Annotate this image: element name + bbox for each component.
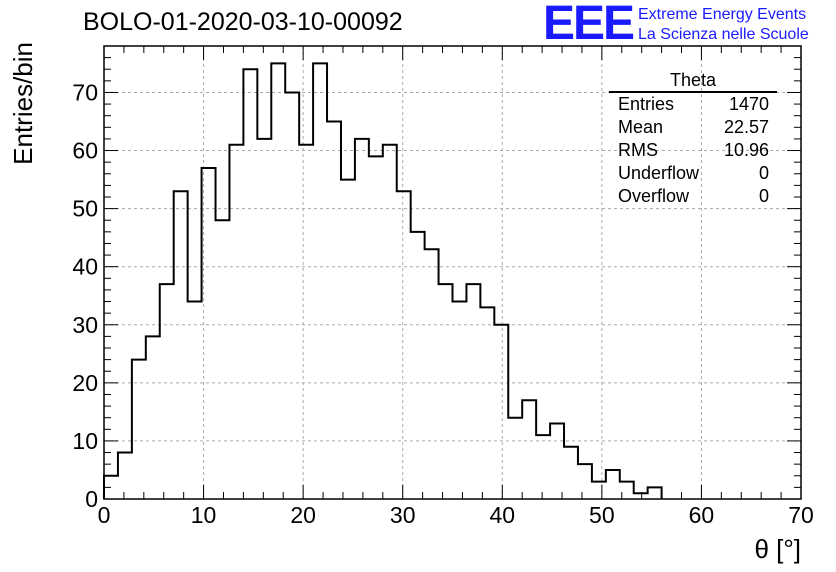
histogram-bin (327, 122, 341, 500)
stats-label: Underflow (618, 163, 700, 183)
stats-label: Overflow (618, 186, 690, 206)
stats-row-rms: RMS 10.96 (609, 139, 777, 162)
histogram-bin (578, 464, 592, 499)
stats-title: Theta (609, 70, 777, 93)
histogram-bin (104, 476, 118, 499)
histogram-bin (257, 139, 271, 499)
stats-row-entries: Entries 1470 (609, 93, 777, 116)
histogram-bin (383, 145, 397, 499)
histogram-bin (174, 191, 188, 499)
stats-row-mean: Mean 22.57 (609, 116, 777, 139)
histogram-bin (522, 400, 536, 499)
histogram-bin (188, 302, 202, 499)
histogram-series (103, 62, 663, 499)
x-tick-label: 10 (191, 502, 217, 528)
y-tick-label: 20 (72, 370, 98, 396)
y-tick-label: 70 (72, 79, 98, 105)
histogram-bin (285, 92, 299, 499)
histogram-bin (592, 482, 606, 499)
stats-value: 0 (758, 186, 769, 206)
histogram-bin (466, 284, 480, 499)
stats-box: Theta Entries 1470 Mean 22.57 RMS 10.96 … (609, 70, 777, 208)
y-tick-label: 50 (72, 196, 98, 222)
histogram-bin (494, 325, 508, 499)
histogram-bin (648, 487, 662, 499)
stats-label: Entries (618, 94, 675, 114)
histogram-bin (508, 418, 522, 499)
histogram-bin (411, 232, 425, 499)
plot-frame (103, 45, 802, 500)
x-axis-label: θ [°] (754, 534, 801, 564)
histogram-bin (620, 482, 634, 499)
logo-line-2: La Scienza nelle Scuole (638, 26, 809, 43)
histogram-bin (564, 447, 578, 499)
histogram-bin (369, 156, 383, 499)
histogram-bin (341, 180, 355, 499)
stats-row-overflow: Overflow 0 (609, 185, 777, 208)
stats-value: 10.96 (723, 140, 769, 160)
histogram-bin (216, 220, 230, 499)
histogram-bin (536, 435, 550, 499)
histogram-bin (425, 249, 439, 499)
logo-line-1: Extreme Energy Events (638, 6, 807, 23)
stats-label: RMS (618, 140, 658, 160)
histogram-bin (132, 360, 146, 499)
stats-value: 0 (758, 163, 769, 183)
histogram-bin (634, 493, 648, 499)
x-tick-label: 20 (290, 502, 316, 528)
histogram-bin (480, 307, 494, 499)
stats-label: Mean (618, 117, 664, 137)
histogram-bin (355, 139, 369, 499)
histogram-bin (550, 424, 564, 500)
x-tick-label: 30 (390, 502, 416, 528)
histogram-bin (299, 145, 313, 499)
stats-value: 22.57 (723, 117, 769, 137)
y-tick-label: 30 (72, 312, 98, 338)
x-tick-label: 0 (98, 502, 111, 528)
stats-row-underflow: Underflow 0 (609, 162, 777, 185)
y-axis-label: Entries/bin (8, 42, 38, 165)
logo-mark: EEE (543, 0, 635, 50)
histogram-bin (160, 284, 174, 499)
y-tick-label: 40 (72, 254, 98, 280)
histogram-bin (202, 168, 216, 499)
histogram-bin (118, 453, 132, 499)
histogram-bin (397, 191, 411, 499)
y-tick-label: 0 (85, 486, 98, 512)
x-tick-label: 50 (589, 502, 615, 528)
histogram-bin (243, 69, 257, 499)
histogram-bin (439, 284, 453, 499)
histogram-bin (606, 470, 620, 499)
histogram-bin (271, 63, 285, 499)
x-tick-label: 70 (788, 502, 814, 528)
histogram-bin (146, 336, 160, 499)
stats-value: 1470 (728, 94, 769, 114)
x-tick-label: 40 (489, 502, 515, 528)
y-tick-label: 60 (72, 138, 98, 164)
histogram-bin (229, 145, 243, 499)
y-tick-label: 10 (72, 428, 98, 454)
run-title: BOLO-01-2020-03-10-00092 (83, 8, 403, 36)
x-tick-label: 60 (689, 502, 715, 528)
histogram-bin (313, 63, 327, 499)
histogram-bin (453, 302, 467, 499)
